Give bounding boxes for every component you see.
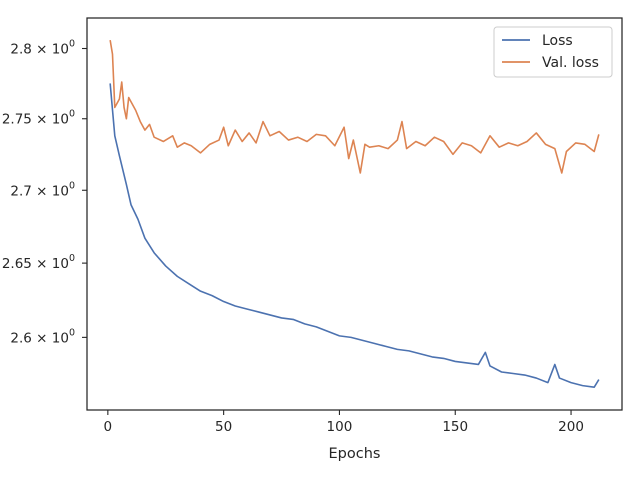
x-tick-label: 150 [442, 419, 468, 435]
y-tick-label: 2.65 × 100 [2, 253, 75, 272]
y-tick-label: 2.6 × 100 [10, 327, 75, 346]
y-tick-label: 2.7 × 100 [10, 180, 75, 199]
y-tick-label: 2.75 × 100 [2, 109, 75, 128]
y-tick-label: 2.8 × 100 [10, 39, 75, 58]
legend-label: Loss [542, 33, 573, 49]
legend: Loss Val. loss [493, 26, 613, 78]
y-axis: 2.6 × 100 2.65 × 100 2.7 × 100 2.75 × 100 2.… [2, 39, 87, 346]
plot-frame [86, 17, 623, 411]
series-line-2 [109, 40, 600, 174]
x-tick-label: 200 [558, 419, 584, 435]
x-tick-label: 50 [215, 419, 232, 435]
plot-lines [109, 40, 600, 388]
legend-label: Val. loss [542, 55, 599, 71]
series-line-1 [109, 83, 600, 388]
x-axis: 0 50 100 150 200 [104, 410, 584, 435]
x-axis-label: Epochs [329, 446, 381, 462]
x-tick-label: 100 [327, 419, 353, 435]
x-tick-label: 0 [104, 419, 113, 435]
